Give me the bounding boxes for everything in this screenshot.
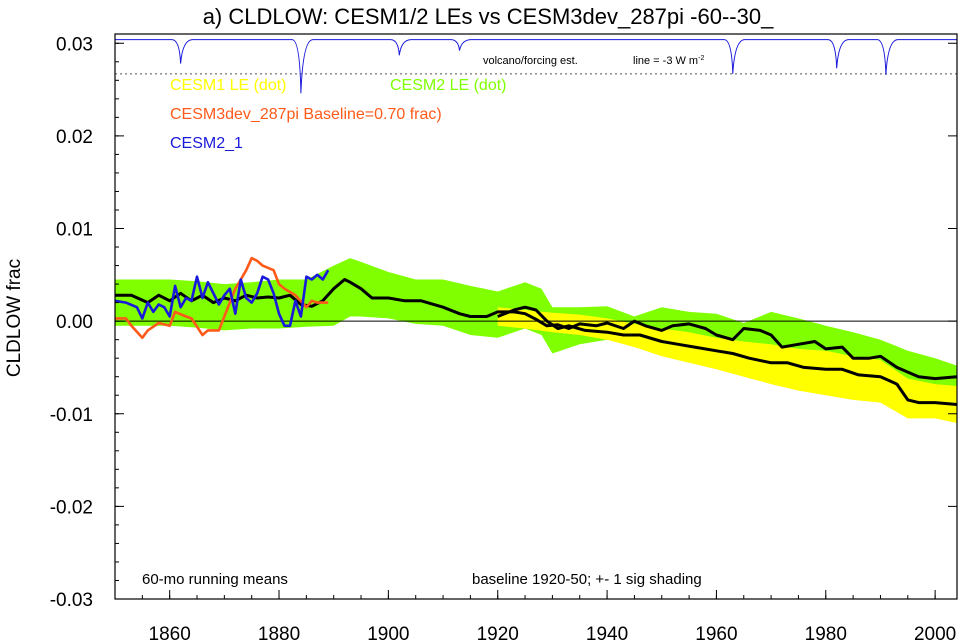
- plot-frame: [114, 33, 958, 600]
- running-means-note: 60-mo running means: [142, 571, 288, 588]
- y-tick-label: -0.01: [50, 405, 93, 426]
- x-tick-label: 1980: [805, 624, 847, 641]
- y-axis: 0.03 0.02 0.01 0.00 -0.01 -0.02 -0.03: [50, 34, 957, 611]
- y-tick-label: -0.02: [50, 497, 93, 518]
- x-axis: 1860 1880 1900 1920 1940 1960 1980 2000: [114, 590, 956, 641]
- plot-area: 0.03 0.02 0.01 0.00 -0.01 -0.02 -0.03 1860 1880…: [50, 33, 958, 641]
- volcano-forcing-indicator: [115, 39, 957, 94]
- series-lines: [114, 256, 958, 406]
- legend-label-cesm2-1: CESM2_1: [170, 135, 243, 152]
- y-tick-label: 0.01: [56, 220, 93, 241]
- y-tick-label: 0.02: [56, 127, 93, 148]
- x-tick-label: 1880: [258, 624, 300, 641]
- legend-label-cesm1-le: CESM1 LE (dot): [170, 77, 286, 94]
- line-cesm2-1: [114, 269, 330, 328]
- legend-label-cesm2-le: CESM2 LE (dot): [390, 77, 506, 94]
- y-tick-label: 0.03: [56, 34, 93, 55]
- x-tick-label: 2000: [914, 624, 956, 641]
- line-cesm1-le-mean: [497, 305, 958, 406]
- y-axis-label: CLDLOW frac: [4, 259, 25, 377]
- x-tick-label: 1900: [367, 624, 409, 641]
- volcano-line-unit-sup: -2: [698, 55, 704, 62]
- x-tick-label: 1860: [149, 624, 191, 641]
- legend: CESM1 LE (dot) CESM2 LE (dot) CESM3dev_2…: [170, 77, 506, 152]
- y-tick-label: -0.03: [50, 590, 93, 611]
- x-tick-label: 1920: [477, 624, 519, 641]
- uncertainty-bands: [115, 258, 957, 423]
- y-tick-label: 0.00: [56, 312, 93, 333]
- volcano-line-note: line = -3 W m-2: [633, 55, 704, 67]
- volcano-forcing-line: [115, 39, 957, 94]
- chart-title: a) CLDLOW: CESM1/2 LEs vs CESM3dev_287pi…: [203, 4, 774, 29]
- volcano-line-text: line = -3 W m: [633, 55, 698, 67]
- legend-label-cesm3dev: CESM3dev_287pi Baseline=0.70 frac): [170, 106, 442, 123]
- x-tick-label: 1940: [586, 624, 628, 641]
- baseline-note: baseline 1920-50; +- 1 sig shading: [472, 571, 702, 588]
- volcano-label: volcano/forcing est.: [483, 55, 578, 67]
- band-cesm1-le-dot: [497, 307, 957, 423]
- x-tick-label: 1960: [695, 624, 737, 641]
